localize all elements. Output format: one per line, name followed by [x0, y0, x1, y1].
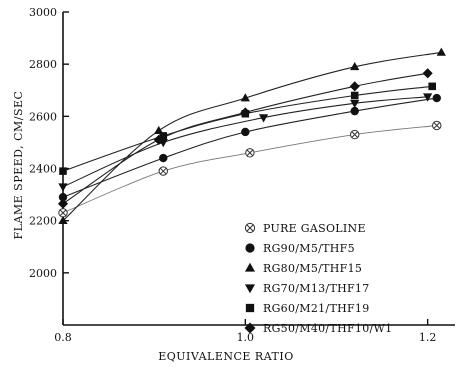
- y-tick-label: 2600: [29, 110, 57, 123]
- data-point-3: [423, 93, 433, 102]
- x-tick-label: 1.2: [419, 331, 437, 344]
- axes: 2000 2200 2400 2600 2800 3000 0.8 1.0 1.2: [29, 6, 455, 344]
- marker-cross: [246, 224, 254, 232]
- legend-marker-0: [244, 222, 256, 234]
- legend-label-2: RG80/M5/THF15: [263, 262, 362, 275]
- legend-label-0: PURE GASOLINE: [263, 222, 366, 235]
- legend-marker-1: [245, 243, 255, 253]
- data-point-0: [158, 166, 168, 176]
- data-point-4: [428, 82, 436, 91]
- y-tick-label: 2400: [29, 163, 57, 176]
- series-line-0: [62, 125, 437, 214]
- data-points: [57, 47, 446, 225]
- data-point-5: [153, 134, 164, 145]
- data-point-3: [58, 183, 68, 192]
- legend-label-1: RG90/M5/THF5: [263, 242, 355, 255]
- marker-cross: [59, 209, 67, 217]
- data-point-4: [350, 91, 359, 100]
- data-point-5: [240, 107, 251, 118]
- data-point-5: [349, 81, 360, 92]
- legend-label-5: RG50/M40/THF10/W1: [263, 322, 392, 335]
- series-line-3: [62, 96, 428, 188]
- data-point-0: [350, 129, 360, 140]
- x-axis-title: EQUIVALENCE RATIO: [158, 350, 294, 363]
- y-tick-label: 2000: [29, 267, 57, 280]
- data-point-1: [432, 93, 441, 103]
- data-point-1: [159, 153, 168, 163]
- marker-cross: [433, 122, 441, 129]
- legend-label-4: RG60/M21/THF19: [263, 302, 370, 315]
- marker-cross: [246, 149, 254, 157]
- marker-cross: [159, 167, 167, 175]
- data-point-4: [59, 167, 67, 175]
- data-point-5: [57, 198, 69, 209]
- legend-marker-4: [245, 303, 255, 313]
- legend: PURE GASOLINE RG90/M5/THF5 RG80/M5/THF15 RG…: [244, 222, 392, 335]
- x-tick-label: 0.8: [54, 331, 72, 344]
- data-point-2: [58, 215, 68, 225]
- y-tick-label: 2200: [29, 215, 57, 228]
- y-axis-title: FLAME SPEED, CM/SEC: [12, 91, 25, 240]
- legend-label-3: RG70/M13/THF17: [263, 282, 370, 295]
- data-point-0: [58, 208, 68, 218]
- data-point-5: [422, 68, 433, 79]
- data-point-3: [350, 99, 360, 109]
- data-point-1: [58, 192, 68, 202]
- legend-marker-3: [244, 284, 256, 294]
- data-point-3: [258, 114, 269, 123]
- marker-cross: [351, 131, 359, 138]
- series-line-2: [62, 51, 442, 222]
- data-point-2: [350, 61, 360, 71]
- data-point-2: [436, 47, 446, 56]
- data-point-1: [350, 106, 359, 116]
- x-tick-label: 1.0: [237, 331, 255, 344]
- legend-marker-5: [244, 322, 256, 334]
- y-tick-label: 2800: [29, 58, 57, 71]
- y-tick-label: 3000: [29, 6, 57, 19]
- data-point-0: [432, 120, 442, 131]
- legend-marker-2: [244, 262, 256, 272]
- series-curves: [62, 51, 442, 222]
- data-point-2: [154, 125, 164, 135]
- data-point-1: [241, 127, 250, 137]
- data-point-2: [240, 93, 250, 102]
- data-point-0: [245, 148, 255, 158]
